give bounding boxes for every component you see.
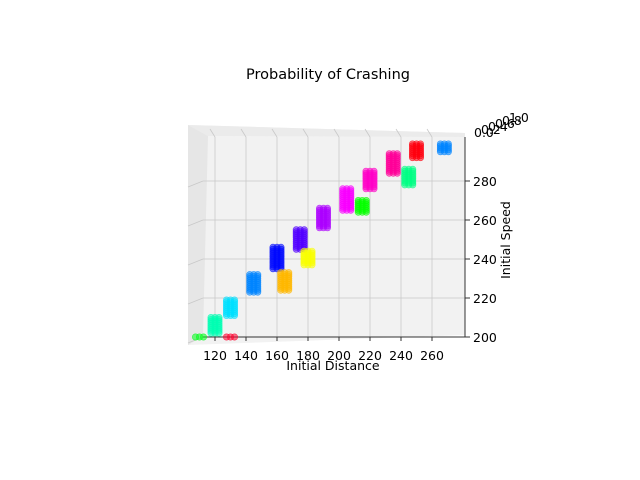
data-point (409, 165, 417, 173)
side-grid-line (187, 219, 204, 227)
data-point (200, 333, 208, 341)
floor-pane (188, 125, 465, 137)
data-point (231, 333, 239, 341)
axis-spines (203, 137, 466, 338)
data-point (277, 243, 285, 251)
data-point (444, 140, 452, 148)
floor-grid-line (395, 128, 402, 138)
x-axis-ticks: 120 140 160 180 200 220 240 260 (203, 337, 444, 363)
z-tick-label: 0.6 (495, 116, 515, 131)
data-point (362, 197, 370, 205)
x-tick-label: 220 (358, 348, 382, 363)
x-tick-label: 120 (203, 348, 227, 363)
x-tick-label: 140 (234, 348, 258, 363)
x-axis-label: Initial Distance (286, 358, 380, 373)
data-points (192, 140, 452, 341)
z-tick-label: 0.8 (502, 113, 522, 128)
z-tick-label: 0.0 (474, 125, 494, 140)
x-tick-label: 160 (265, 348, 289, 363)
z-tick-label: 1.0 (509, 110, 529, 125)
y-tick-label: 240 (473, 252, 497, 267)
floor-grid-line (333, 128, 340, 138)
data-point (416, 140, 424, 148)
data-point (308, 247, 316, 255)
data-point (215, 313, 223, 321)
x-tick-label: 240 (389, 348, 413, 363)
side-pane (188, 125, 208, 345)
y-axis-ticks: 200 220 240 260 280 (465, 174, 497, 345)
z-axis-ticks: 0.00.20.40.60.81.0 (474, 110, 529, 140)
x-tick-label: 260 (420, 348, 444, 363)
data-point (370, 167, 378, 175)
y-tick-label: 280 (473, 174, 497, 189)
chart-title: Probability of Crashing (246, 67, 410, 83)
side-grid-line (187, 297, 204, 305)
x-tick-label: 200 (327, 348, 351, 363)
floor-grid-line (240, 128, 247, 138)
z-tick-label: 0.2 (481, 122, 501, 137)
data-point (347, 185, 355, 193)
floor-grid-line (209, 128, 216, 138)
floor-grid-line (302, 128, 309, 138)
data-point (393, 150, 401, 158)
y-axis-label: Initial Speed (498, 201, 513, 279)
floor-grid-line (364, 128, 371, 138)
y-tick-label: 220 (473, 291, 497, 306)
data-point (285, 269, 293, 277)
side-grid-line (187, 258, 204, 266)
data-point (323, 204, 331, 212)
floor-grid-line (426, 128, 433, 138)
data-point (254, 271, 262, 279)
y-tick-label: 260 (473, 213, 497, 228)
z-tick-label: 0.4 (488, 119, 508, 134)
data-point (300, 226, 308, 234)
y-tick-label: 200 (473, 330, 497, 345)
floor-grid-line (271, 128, 278, 138)
data-point (231, 296, 239, 304)
x-tick-label: 180 (296, 348, 320, 363)
side-grid-line (187, 180, 204, 188)
